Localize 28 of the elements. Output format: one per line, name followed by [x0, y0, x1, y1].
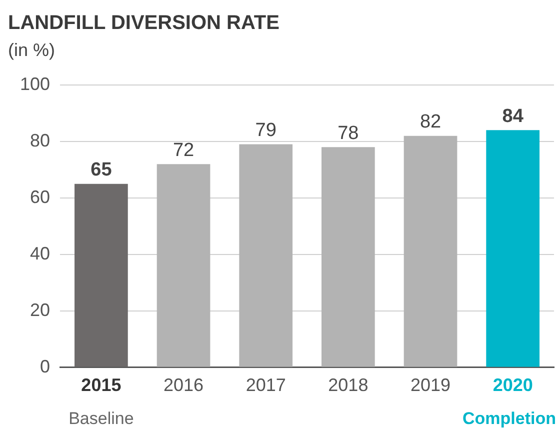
x-tick-label: 2015 [81, 375, 122, 396]
chart-title: LANDFILL DIVERSION RATE [8, 12, 280, 35]
bar [74, 184, 128, 367]
bar [239, 144, 293, 367]
x-tick-label: 2019 [410, 375, 451, 396]
x-tick-label: 2017 [246, 375, 286, 396]
chart-subtitle: (in %) [8, 40, 56, 61]
x-tick-label: 2018 [328, 375, 368, 396]
data-label: 82 [420, 112, 442, 133]
y-tick-label: 40 [30, 243, 50, 264]
bar [486, 130, 540, 367]
data-label: 72 [172, 140, 194, 161]
x-tick-label: 2016 [164, 375, 204, 396]
data-label: 78 [338, 122, 359, 144]
y-tick-label: 20 [30, 300, 50, 320]
bar [156, 164, 210, 367]
y-tick-label: 80 [30, 130, 50, 150]
text: Baseline [68, 409, 134, 428]
data-label: 79 [255, 120, 276, 142]
y-tick-label: 60 [30, 186, 50, 207]
data-label: 84 [502, 106, 524, 127]
y-tick-label: 0 [40, 356, 50, 376]
data-label: 65 [90, 160, 112, 181]
y-tick-label: 100 [20, 74, 50, 94]
bar [404, 136, 458, 367]
text: Completion [462, 409, 556, 428]
x-tick-label: 2020 [492, 375, 533, 396]
bar [322, 147, 375, 367]
